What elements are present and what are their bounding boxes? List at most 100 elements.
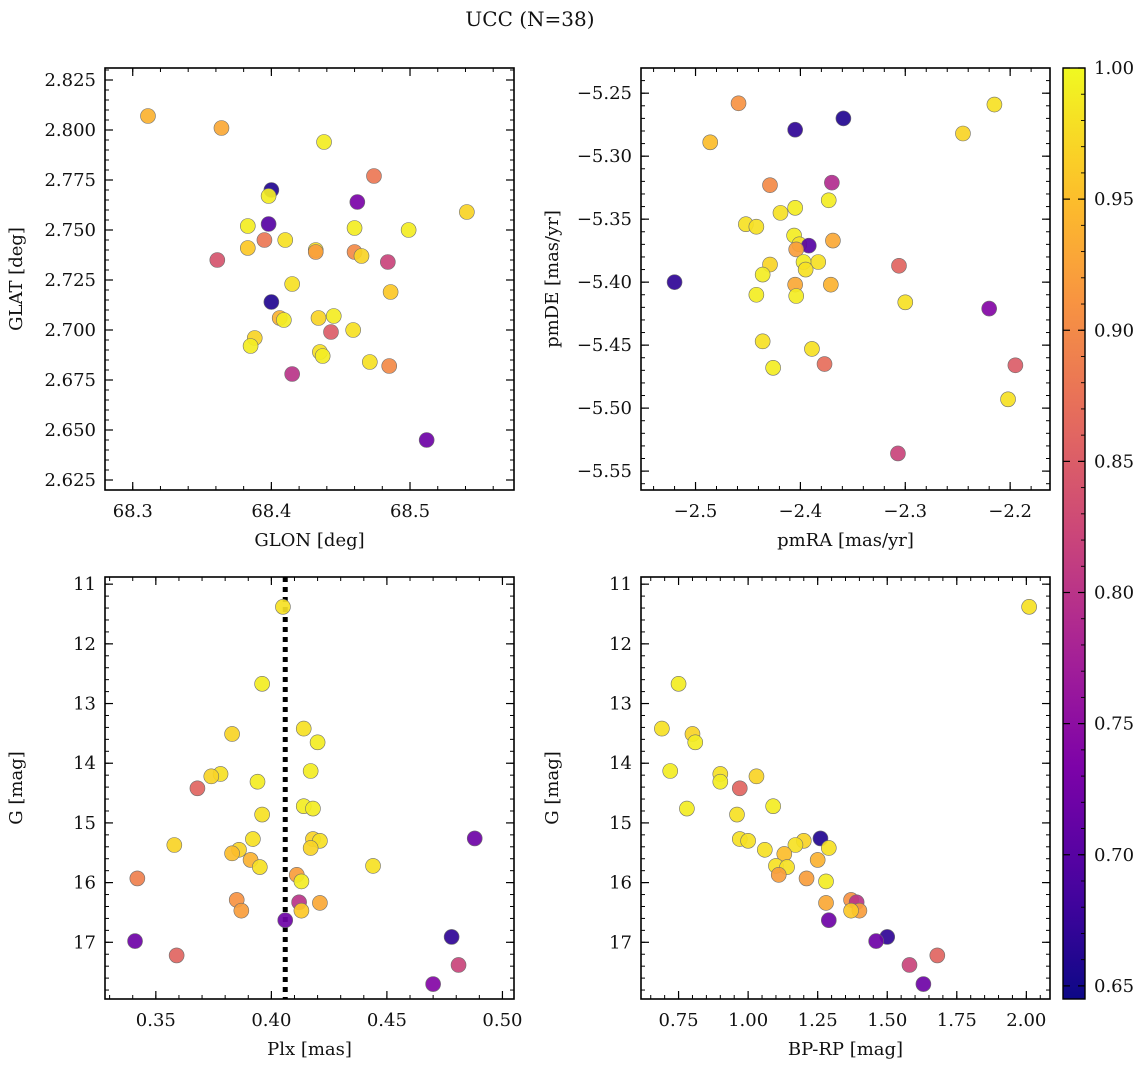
panels: 68.3 68.4 68.5 2.625 2.650 2.675 2.700 2.725 2.7… (6, 67, 1051, 1060)
y-tick-label: 2.625 (44, 470, 96, 491)
y-tick-label: 2.725 (44, 270, 96, 291)
data-point (748, 286, 765, 303)
scatter-panel-1: 68.3 68.4 68.5 2.625 2.650 2.675 2.700 2.725 2.7… (6, 67, 515, 551)
y-tick-label: 15 (609, 813, 632, 834)
data-point (654, 720, 670, 737)
data-point (305, 800, 321, 817)
scatter-panel-4: 0.75 1.00 1.25 1.50 1.75 2.00 11 12 13 14 15 16 17 BP… (542, 574, 1051, 1060)
data-point (254, 806, 270, 823)
colorbar-tick-label: 1.00 (1094, 58, 1134, 79)
data-point (816, 356, 833, 372)
data-point (362, 354, 378, 370)
data-point (302, 840, 319, 856)
axes-frame (104, 67, 515, 491)
data-point (788, 241, 805, 258)
y-tick-label: −5.30 (577, 146, 632, 167)
y-axis-label: G [mag] (6, 751, 27, 824)
x-axis-label: pmRA [mas/yr] (777, 530, 914, 551)
data-point (418, 432, 435, 448)
colorbar-gradient (1062, 67, 1086, 1000)
data-point (765, 798, 781, 815)
figure-title: UCC (N=38) (465, 7, 594, 31)
data-point (955, 125, 971, 142)
data-point (868, 933, 884, 949)
data-point (835, 110, 852, 127)
y-tick-label: 13 (609, 694, 632, 715)
y-tick-label: 2.750 (44, 220, 96, 241)
y-tick-label: −5.35 (577, 209, 632, 230)
data-point (254, 676, 270, 692)
colorbar-tick-label: 0.85 (1094, 451, 1134, 472)
data-point (382, 284, 399, 300)
x-tick-label: 2.00 (1006, 1010, 1046, 1031)
data-point (754, 266, 771, 283)
data-point (276, 312, 292, 328)
x-tick-label: 0.75 (659, 1010, 699, 1031)
data-point (323, 324, 339, 340)
data-point (252, 859, 268, 875)
data-point (809, 852, 826, 868)
data-point (748, 768, 765, 785)
data-point (804, 341, 820, 357)
data-point (712, 773, 729, 790)
colorbar-tick-label: 0.95 (1094, 189, 1134, 210)
colorbar-tick-label: 0.65 (1094, 976, 1134, 997)
data-point (224, 726, 240, 742)
x-tick-label: 1.00 (728, 1010, 768, 1031)
data-point (818, 895, 834, 911)
data-point (381, 358, 398, 374)
x-tick-label: −2.4 (779, 501, 823, 522)
y-tick-label: 11 (73, 574, 96, 595)
data-point (679, 800, 695, 817)
data-point (127, 933, 143, 949)
data-point (824, 174, 840, 191)
x-tick-label: 1.50 (867, 1010, 907, 1031)
y-tick-label: 16 (73, 873, 96, 894)
data-point (466, 830, 483, 847)
data-point (349, 194, 366, 210)
x-tick-label: 1.25 (798, 1010, 838, 1031)
data-point (312, 895, 328, 911)
x-tick-label: 68.5 (390, 501, 430, 522)
data-point (757, 841, 773, 858)
x-tick-label: −2.3 (883, 501, 927, 522)
data-point (295, 720, 312, 737)
data-point (823, 276, 839, 293)
x-tick-label: 68.3 (113, 501, 153, 522)
y-tick-label: −5.50 (577, 398, 632, 419)
colorbar-tick-label: 0.70 (1094, 845, 1134, 866)
y-tick-label: 2.700 (44, 320, 96, 341)
colorbar-tick-label: 0.75 (1094, 714, 1134, 735)
data-point (450, 957, 467, 973)
data-point (345, 322, 361, 338)
y-axis-label: pmDE [mas/yr] (542, 210, 563, 348)
data-point (166, 837, 183, 853)
data-point (772, 205, 789, 221)
data-point (293, 902, 310, 919)
data-point (901, 957, 918, 973)
data-point (821, 840, 837, 856)
data-point (307, 244, 324, 260)
data-point (260, 216, 277, 232)
data-point (284, 366, 300, 382)
data-point (302, 763, 319, 779)
data-point (293, 873, 310, 890)
data-point (687, 734, 704, 751)
y-tick-label: 13 (73, 694, 96, 715)
x-tick-label: 0.45 (367, 1010, 407, 1031)
data-point (203, 768, 220, 785)
y-axis-label: G [mag] (542, 751, 563, 824)
data-point (240, 218, 256, 234)
data-point (168, 947, 185, 964)
data-point (729, 806, 745, 823)
axes-frame (640, 67, 1051, 491)
data-point (353, 248, 370, 264)
data-point (213, 120, 230, 136)
y-tick-label: 2.800 (44, 120, 96, 141)
y-tick-label: −5.25 (577, 83, 632, 104)
data-point (748, 218, 765, 235)
data-point (765, 360, 781, 376)
data-point (325, 308, 342, 324)
data-point (666, 274, 683, 290)
data-point (459, 204, 475, 220)
